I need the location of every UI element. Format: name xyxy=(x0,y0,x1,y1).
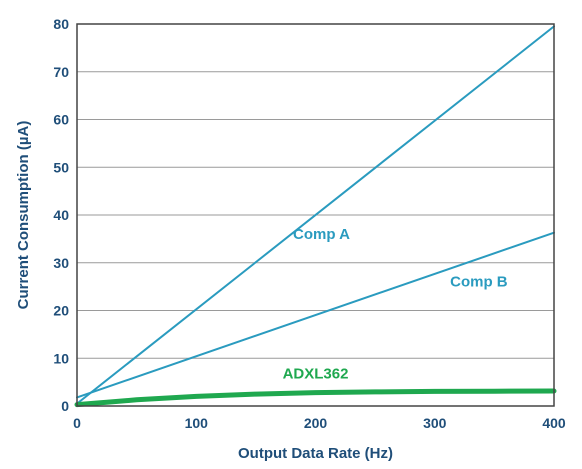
x-tick-label-300: 300 xyxy=(423,415,447,431)
y-tick-label-40: 40 xyxy=(53,207,69,223)
y-axis-ticks: 0 10 20 30 40 50 60 70 80 xyxy=(53,16,69,414)
gridlines xyxy=(77,71,554,359)
y-tick-label-0: 0 xyxy=(61,398,69,414)
y-tick-label-60: 60 xyxy=(53,112,69,128)
x-tick-label-200: 200 xyxy=(304,415,328,431)
y-tick-label-80: 80 xyxy=(53,16,69,32)
series-lines xyxy=(74,25,557,408)
y-tick-label-70: 70 xyxy=(53,64,69,80)
y-tick-label-10: 10 xyxy=(53,350,69,366)
x-tick-label-100: 100 xyxy=(185,415,209,431)
y-tick-label-30: 30 xyxy=(53,255,69,271)
series-line-adxl362 xyxy=(74,388,557,408)
series-line-comp-b xyxy=(76,231,555,399)
series-labels: Comp A Comp B ADXL362 xyxy=(283,226,508,382)
series-label-comp-b: Comp B xyxy=(450,274,508,291)
x-axis-ticks: 0 100 200 300 400 xyxy=(73,415,566,431)
plot-area-frame xyxy=(76,23,555,407)
series-label-comp-a: Comp A xyxy=(293,226,350,243)
x-tick-label-0: 0 xyxy=(73,415,81,431)
x-tick-label-400: 400 xyxy=(542,415,566,431)
series-label-adxl362: ADXL362 xyxy=(283,365,349,382)
y-tick-label-50: 50 xyxy=(53,159,69,175)
x-axis-title: Output Data Rate (Hz) xyxy=(238,445,393,462)
y-tick-label-20: 20 xyxy=(53,303,69,319)
series-line-comp-a xyxy=(76,25,555,405)
y-axis-title: Current Consumption (µA) xyxy=(15,121,32,310)
